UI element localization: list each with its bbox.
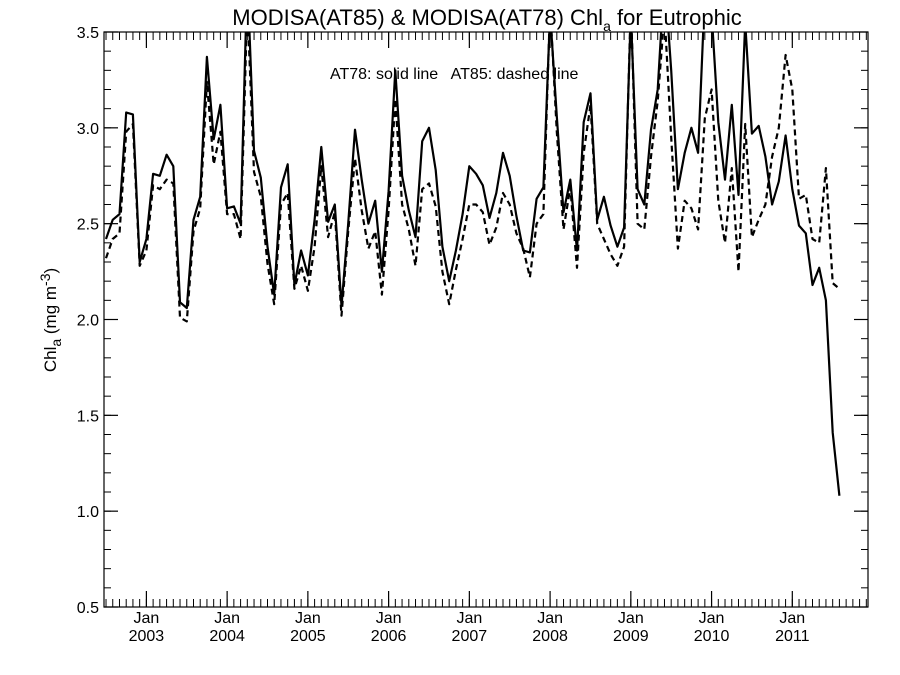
y-tick-label: 1.0 (77, 504, 99, 521)
x-tick-month-label: Jan (214, 610, 240, 627)
y-tick-label: 2.5 (77, 217, 99, 234)
series-lines (104, 32, 841, 496)
title-suffix: for Eutrophic (611, 5, 742, 30)
x-tick-year-label: 2011 (775, 628, 810, 645)
x-tick-year-label: 2006 (371, 628, 407, 645)
legend-annotation: AT78: solid line AT85: dashed line (330, 66, 579, 83)
ylabel-prefix: Chl (41, 347, 60, 373)
ylabel-suffix: ) (41, 268, 60, 274)
x-tick-month-label: Jan (295, 610, 321, 627)
title-prefix: MODISA(AT85) & MODISA(AT78) Chl (232, 5, 603, 30)
y-tick-label: 3.5 (77, 25, 99, 42)
x-tick-month-label: Jan (537, 610, 563, 627)
ylabel-middle: (mg m (41, 286, 60, 339)
plot-frame (103, 31, 869, 608)
x-tick-month-label: Jan (133, 610, 159, 627)
series-line-dashed (104, 32, 841, 323)
x-tick-year-label: 2005 (290, 628, 326, 645)
axes: 0.51.01.52.02.53.03.5Jan2003Jan2004Jan20… (77, 25, 868, 645)
title-subscript: a (603, 18, 611, 34)
series-line-solid (104, 32, 841, 496)
x-tick-month-label: Jan (618, 610, 644, 627)
x-tick-year-label: 2007 (452, 628, 488, 645)
x-tick-month-label: Jan (699, 610, 725, 627)
x-tick-month-label: Jan (779, 610, 805, 627)
y-tick-label: 0.5 (77, 600, 99, 617)
x-tick-year-label: 2008 (532, 628, 568, 645)
x-tick-month-label: Jan (456, 610, 482, 627)
x-tick-year-label: 2009 (613, 628, 649, 645)
x-tick-month-label: Jan (376, 610, 402, 627)
x-tick-year-label: 2004 (209, 628, 245, 645)
y-axis-label: Chla (mg m-3) (37, 268, 64, 372)
y-tick-label: 1.5 (77, 408, 99, 425)
x-tick-year-label: 2010 (694, 628, 730, 645)
y-tick-label: 2.0 (77, 313, 99, 330)
chart-title: MODISA(AT85) & MODISA(AT78) Chla for Eut… (232, 5, 741, 34)
ylabel-superscript: -3 (37, 273, 53, 286)
x-tick-year-label: 2003 (129, 628, 165, 645)
ylabel-subscript: a (48, 339, 64, 347)
y-tick-label: 3.0 (77, 121, 99, 138)
